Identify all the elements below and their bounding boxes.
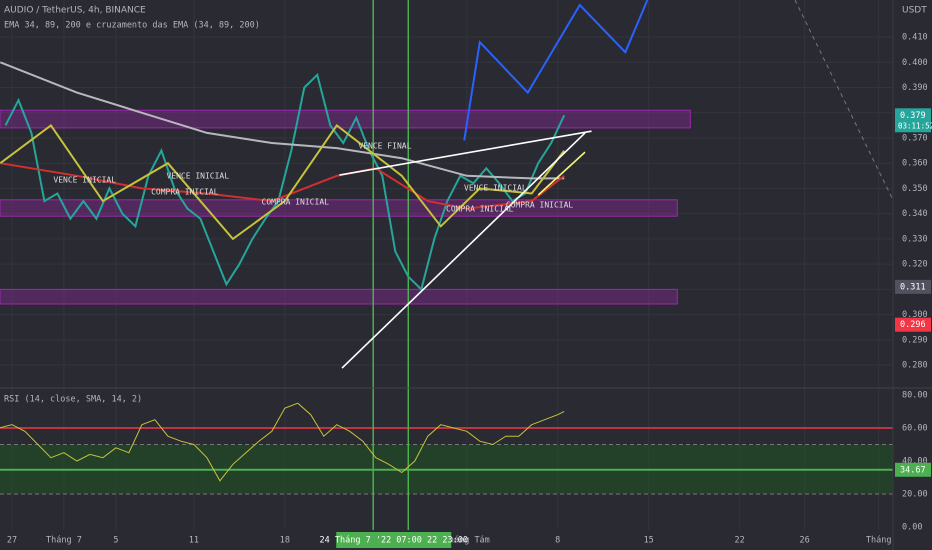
rsi-tick-label: 60.00 — [902, 423, 928, 433]
y-tick-label: 0.400 — [902, 58, 928, 68]
series-line — [463, 0, 649, 141]
rsi-line — [0, 402, 565, 482]
chart-title: AUDIO / TetherUS, 4h, BINANCE — [4, 6, 146, 16]
annotation: COMPRA INICIAL — [151, 187, 219, 196]
x-tick-label: 18 — [280, 536, 290, 546]
trendline — [341, 132, 586, 369]
x-tick-label: 26 — [800, 536, 810, 546]
x-tick-label: 11 — [189, 536, 199, 546]
price-label-box — [895, 317, 931, 332]
series-line — [0, 162, 565, 210]
trendline — [537, 151, 586, 196]
x-tick-label: 8 — [555, 536, 560, 546]
x-tick-label: Tháng Tám — [444, 536, 490, 546]
zone — [0, 109, 691, 129]
y-tick-label: 0.390 — [902, 83, 928, 93]
x-tick-label: 22 — [735, 536, 745, 546]
currency: USDT — [902, 6, 927, 16]
x-tick-label: Tháng 7 — [46, 536, 82, 546]
x-tick-label: 15 — [644, 536, 654, 546]
time-label: 24 Tháng 7 '22 07:00 22 23:00 — [320, 536, 468, 546]
series-line — [0, 61, 565, 180]
price-label: 0.311 — [900, 282, 926, 292]
rsi-tick-label: 80.00 — [902, 390, 928, 400]
drawing-line — [794, 0, 894, 201]
y-tick-label: 0.320 — [902, 260, 928, 270]
x-tick-label: Tháng — [866, 536, 892, 546]
time-label-box — [336, 532, 452, 548]
rsi-current-box — [895, 462, 931, 477]
indicator-title: EMA 34, 89, 200 e cruzamento das EMA (34… — [4, 21, 260, 31]
countdown: 03:11:52 — [898, 121, 932, 130]
x-tick-label: 27 — [7, 536, 17, 546]
annotation: COMPRA INICIAL — [262, 198, 330, 207]
price-label: 0.296 — [900, 320, 926, 330]
annotation: VENCE INICIAL — [464, 183, 527, 192]
y-tick-label: 0.410 — [902, 33, 928, 43]
y-tick-label: 0.290 — [902, 335, 928, 345]
annotation: VENCE INICIAL — [53, 176, 116, 185]
price-label-box — [895, 108, 931, 133]
y-tick-label: 0.350 — [902, 184, 928, 194]
y-tick-label: 0.280 — [902, 361, 928, 371]
x-tick-label: 5 — [113, 536, 118, 546]
rsi-tick-label: 40.00 — [902, 456, 928, 466]
trendline — [339, 130, 592, 176]
series-line — [0, 123, 565, 241]
y-tick-label: 0.360 — [902, 159, 928, 169]
zone — [0, 288, 678, 305]
annotation: COMPRA INICIAL — [506, 201, 574, 210]
rsi-title: RSI (14, close, SMA, 14, 2) — [4, 395, 142, 405]
rsi-tick-label: 0.00 — [902, 523, 922, 533]
rsi-tick-label: 20.00 — [902, 490, 928, 500]
y-tick-label: 0.330 — [902, 234, 928, 244]
series-line — [4, 72, 566, 292]
price-label-box — [895, 279, 931, 294]
rsi-current-label: 34.67 — [900, 465, 926, 475]
y-tick-label: 0.340 — [902, 209, 928, 219]
y-tick-label: 0.300 — [902, 310, 928, 320]
annotation: COMPRA INICIAL — [446, 205, 514, 214]
annotation: VENCE INICIAL — [166, 172, 229, 181]
y-tick-label: 0.370 — [902, 133, 928, 143]
price-label: 0.379 — [900, 111, 926, 121]
annotation: VENCE FINAL — [358, 142, 411, 151]
